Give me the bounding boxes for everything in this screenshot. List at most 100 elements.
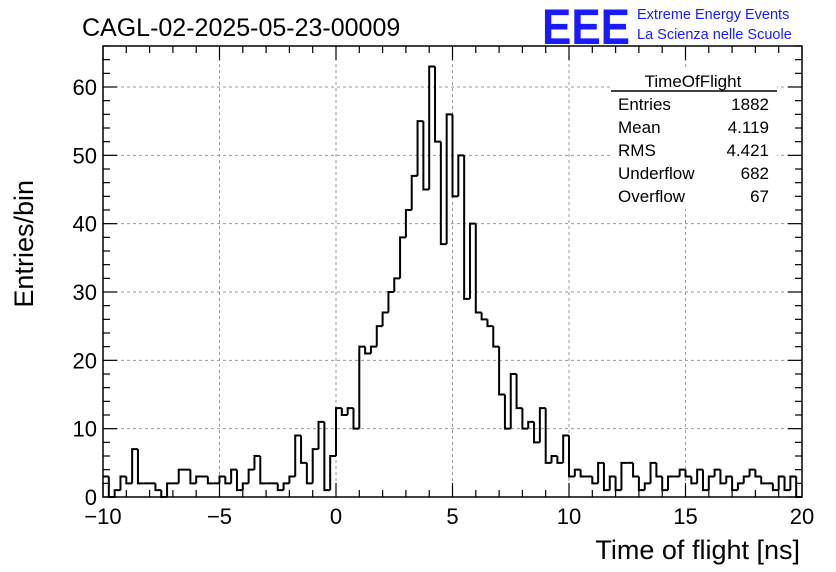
histogram-bin bbox=[282, 482, 290, 491]
histogram-bin bbox=[166, 482, 173, 497]
histogram-bin bbox=[777, 475, 785, 491]
logo-line-1: Extreme Energy Events bbox=[637, 7, 789, 23]
histogram-bin bbox=[701, 469, 709, 492]
histogram-bin bbox=[760, 476, 768, 485]
histogram-bin bbox=[573, 468, 581, 477]
axes: −10 −5 0 5 10 15 20 0 10 20 30 40 50 60 bbox=[73, 45, 814, 529]
y-tick-label: 10 bbox=[73, 417, 97, 442]
histogram-bin bbox=[247, 468, 255, 484]
histogram-bin bbox=[771, 483, 779, 492]
histogram-bin bbox=[643, 482, 651, 491]
histogram-bin bbox=[294, 434, 302, 477]
y-axis-label: Entries/bin bbox=[9, 180, 39, 308]
x-axis-label: Time of flight [ns] bbox=[595, 535, 800, 565]
histogram-bin bbox=[608, 475, 616, 491]
histogram-bin bbox=[323, 421, 331, 492]
histogram-bin bbox=[399, 236, 406, 279]
histogram-bin bbox=[352, 408, 360, 430]
histogram-bin bbox=[404, 209, 412, 238]
histogram-bin bbox=[241, 482, 249, 491]
x-tick-label: −10 bbox=[84, 504, 121, 529]
stats-mean-label: Mean bbox=[618, 118, 661, 137]
histogram-bin bbox=[684, 469, 692, 478]
histogram-bin bbox=[556, 456, 564, 464]
histogram-bin bbox=[317, 420, 325, 450]
histogram-bin bbox=[562, 434, 569, 463]
y-tick-label: 40 bbox=[73, 212, 97, 237]
stats-box: TimeOfFlight Entries 1882 Mean 4.119 RMS… bbox=[611, 70, 777, 209]
histogram-bin bbox=[742, 475, 750, 484]
stats-underflow-value: 682 bbox=[741, 164, 769, 183]
histogram-bin bbox=[259, 456, 267, 485]
histogram-bin bbox=[457, 154, 465, 197]
histogram-bin bbox=[736, 482, 744, 491]
histogram-bin bbox=[632, 462, 639, 478]
histogram-bin bbox=[230, 468, 237, 484]
histogram-bin bbox=[468, 222, 476, 299]
histogram-bin bbox=[445, 113, 453, 245]
histogram-bin bbox=[218, 475, 226, 484]
histogram-bin bbox=[136, 449, 144, 485]
histogram-bin bbox=[346, 407, 354, 415]
histogram-bin bbox=[795, 476, 802, 498]
histogram-bin bbox=[206, 476, 214, 485]
histogram-bin bbox=[189, 469, 197, 485]
histogram-bin bbox=[358, 345, 366, 429]
eee-logo-mark: EEE bbox=[542, 0, 630, 55]
histogram-bin bbox=[538, 407, 546, 443]
histogram-bin bbox=[748, 468, 756, 477]
y-tick-label: 20 bbox=[73, 348, 97, 373]
histogram-bin bbox=[591, 476, 599, 485]
x-tick-label: 10 bbox=[557, 504, 581, 529]
histogram-bin bbox=[602, 462, 610, 492]
y-tick-label: 30 bbox=[73, 280, 97, 305]
histogram-bin bbox=[434, 66, 441, 143]
histogram-bin bbox=[154, 483, 162, 492]
histogram-bin bbox=[707, 475, 715, 491]
y-tick-label: 60 bbox=[73, 75, 97, 100]
logo-line-2: La Scienza nelle Scuole bbox=[637, 27, 792, 43]
histogram-bin bbox=[533, 421, 540, 444]
histogram-bin bbox=[305, 462, 313, 485]
histogram-bin bbox=[620, 461, 628, 491]
histogram-bin bbox=[369, 345, 377, 354]
stats-box-title: TimeOfFlight bbox=[645, 72, 742, 91]
histogram-bin bbox=[783, 476, 791, 492]
histogram-bin bbox=[113, 489, 121, 497]
histogram-bin bbox=[224, 476, 232, 485]
histogram-bin bbox=[492, 326, 500, 348]
histogram-bin bbox=[387, 291, 395, 313]
histogram-bin bbox=[329, 455, 336, 491]
x-tick-label: 15 bbox=[673, 504, 697, 529]
histogram-bin bbox=[544, 408, 552, 464]
histogram-bin bbox=[393, 277, 401, 292]
histogram-bin bbox=[725, 475, 733, 484]
histogram-bin bbox=[678, 468, 686, 477]
histogram-bin bbox=[486, 319, 494, 328]
stats-mean-value: 4.119 bbox=[728, 118, 769, 137]
histogram-bin bbox=[527, 420, 535, 429]
histogram-bin bbox=[131, 448, 138, 484]
stats-overflow-value: 67 bbox=[750, 187, 769, 206]
histogram-bin bbox=[498, 346, 505, 396]
histogram-bin bbox=[253, 455, 261, 470]
histogram-bin bbox=[754, 469, 762, 478]
x-tick-label: 5 bbox=[446, 504, 458, 529]
histogram-bin bbox=[515, 374, 523, 410]
histogram-bin bbox=[276, 483, 284, 492]
histogram-bin bbox=[119, 475, 127, 491]
histogram-bin bbox=[690, 476, 698, 485]
histogram-bin bbox=[422, 121, 430, 191]
histogram-bin bbox=[509, 373, 517, 429]
stats-entries-label: Entries bbox=[618, 95, 671, 114]
histogram-bin bbox=[480, 312, 488, 321]
histogram-series bbox=[103, 65, 802, 498]
histogram-bin bbox=[451, 114, 459, 198]
histogram-bin bbox=[235, 469, 243, 492]
stats-overflow-label: Overflow bbox=[618, 187, 686, 206]
stats-rms-label: RMS bbox=[618, 141, 656, 160]
histogram-bin bbox=[311, 448, 319, 484]
histogram-bin bbox=[375, 325, 383, 347]
histogram-bin bbox=[667, 475, 674, 491]
